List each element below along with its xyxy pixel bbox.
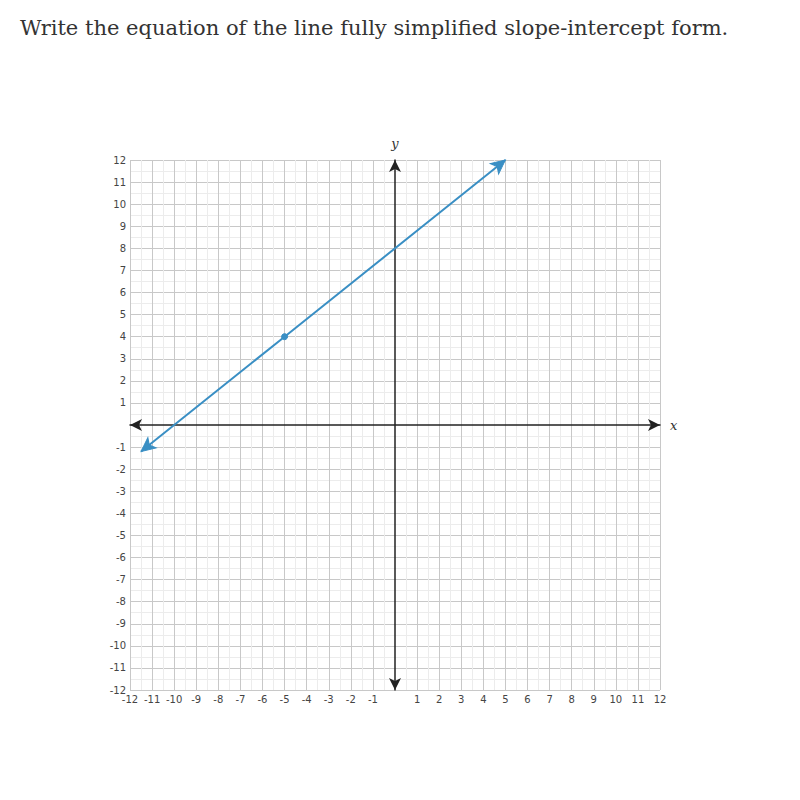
svg-text:10: 10: [609, 694, 622, 705]
svg-text:-2: -2: [346, 694, 356, 705]
svg-text:-10: -10: [110, 640, 126, 651]
svg-text:-7: -7: [235, 694, 245, 705]
svg-text:-3: -3: [324, 694, 334, 705]
svg-text:2: 2: [436, 694, 442, 705]
svg-text:-11: -11: [144, 694, 160, 705]
svg-text:11: 11: [113, 177, 126, 188]
svg-text:1: 1: [120, 397, 126, 408]
svg-text:3: 3: [458, 694, 464, 705]
svg-text:-10: -10: [166, 694, 182, 705]
svg-text:11: 11: [632, 694, 645, 705]
svg-text:-1: -1: [116, 442, 126, 453]
svg-text:8: 8: [120, 243, 126, 254]
svg-text:-5: -5: [116, 530, 126, 541]
svg-text:y: y: [390, 136, 399, 151]
svg-text:4: 4: [480, 694, 486, 705]
svg-text:6: 6: [120, 287, 126, 298]
svg-text:-9: -9: [191, 694, 201, 705]
svg-text:3: 3: [120, 353, 126, 364]
svg-text:Write the equation of the line: Write the equation of the line fully sim…: [20, 16, 728, 40]
svg-text:-9: -9: [116, 618, 126, 629]
svg-text:8: 8: [568, 694, 574, 705]
svg-text:6: 6: [524, 694, 530, 705]
svg-text:-2: -2: [116, 464, 126, 475]
svg-text:1: 1: [414, 694, 420, 705]
svg-text:-12: -12: [122, 694, 138, 705]
svg-text:9: 9: [120, 221, 126, 232]
svg-text:-5: -5: [280, 694, 290, 705]
svg-text:-6: -6: [258, 694, 268, 705]
svg-text:10: 10: [113, 199, 126, 210]
svg-text:4: 4: [120, 331, 126, 342]
svg-text:x: x: [670, 418, 678, 433]
svg-text:12: 12: [654, 694, 667, 705]
svg-text:2: 2: [120, 375, 126, 386]
svg-text:-3: -3: [116, 486, 126, 497]
svg-text:-11: -11: [110, 662, 126, 673]
svg-text:-1: -1: [368, 694, 378, 705]
svg-text:-7: -7: [116, 574, 126, 585]
svg-text:-6: -6: [116, 552, 126, 563]
svg-text:5: 5: [502, 694, 508, 705]
svg-text:9: 9: [591, 694, 597, 705]
svg-text:5: 5: [120, 309, 126, 320]
svg-text:-4: -4: [302, 694, 312, 705]
svg-text:7: 7: [120, 265, 126, 276]
svg-text:-8: -8: [116, 596, 126, 607]
svg-text:-4: -4: [116, 508, 126, 519]
svg-text:-8: -8: [213, 694, 223, 705]
svg-text:12: 12: [113, 155, 126, 166]
svg-text:-12: -12: [109, 684, 126, 696]
svg-text:7: 7: [546, 694, 552, 705]
